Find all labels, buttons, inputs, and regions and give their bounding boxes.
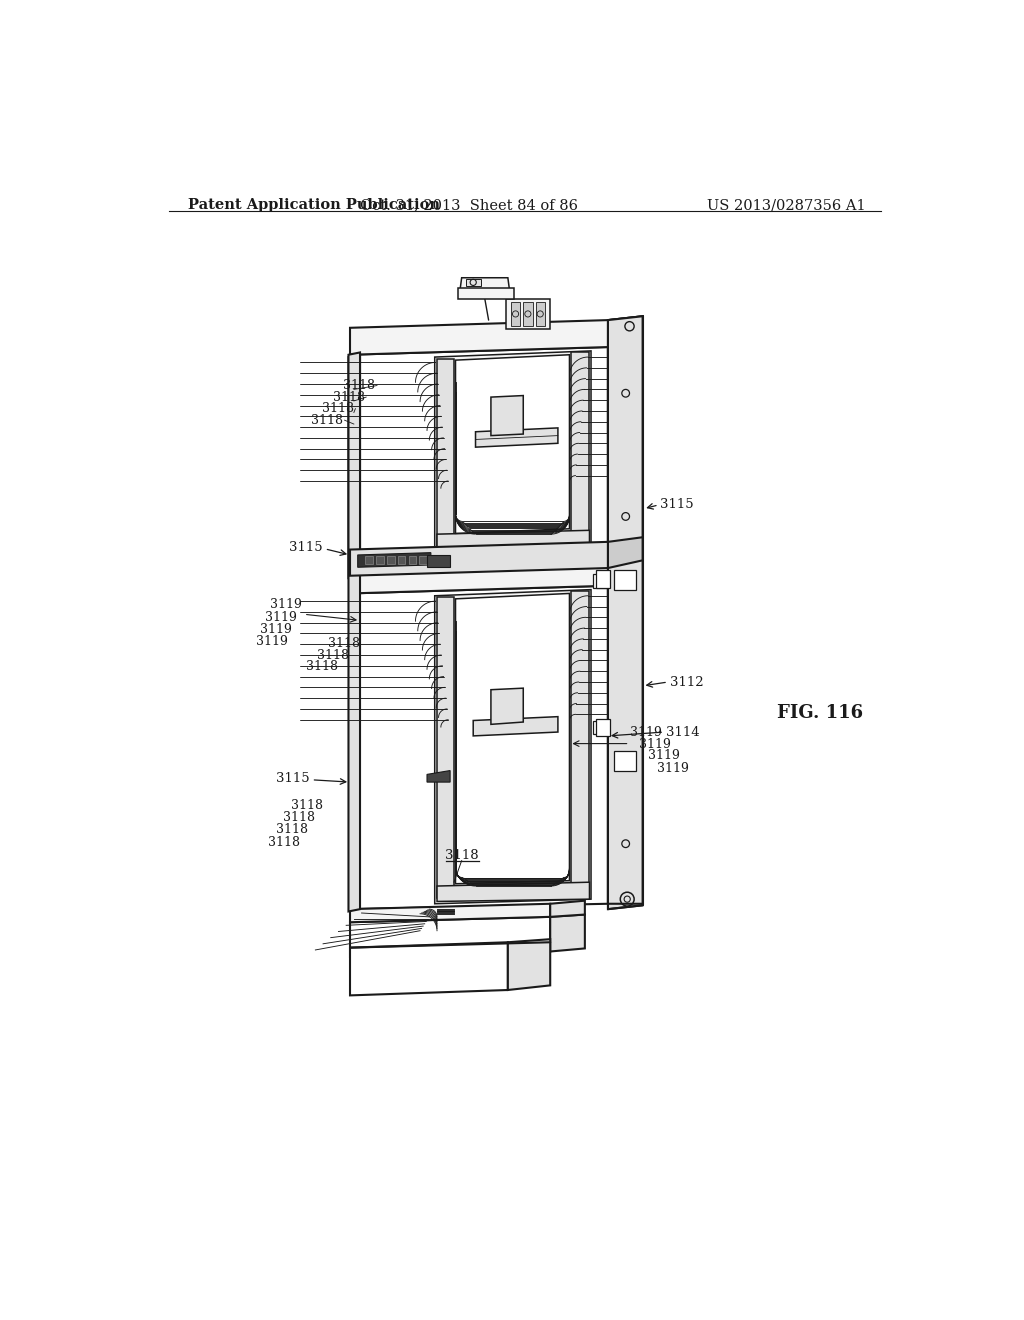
Text: 3118: 3118 <box>343 379 376 392</box>
Polygon shape <box>350 347 608 553</box>
Polygon shape <box>571 591 590 896</box>
Text: 3119: 3119 <box>657 762 689 775</box>
Polygon shape <box>419 556 427 564</box>
Text: 3119: 3119 <box>639 738 671 751</box>
Text: 3118: 3118 <box>322 403 354 416</box>
Polygon shape <box>350 917 550 957</box>
Polygon shape <box>437 531 590 549</box>
Polygon shape <box>397 556 406 564</box>
Polygon shape <box>350 543 608 576</box>
Polygon shape <box>376 556 384 564</box>
Polygon shape <box>435 351 591 549</box>
Polygon shape <box>366 556 373 564</box>
Polygon shape <box>608 317 643 909</box>
Text: 3119: 3119 <box>256 635 288 648</box>
Polygon shape <box>614 570 636 590</box>
Polygon shape <box>437 882 590 902</box>
Polygon shape <box>350 321 608 355</box>
Polygon shape <box>350 586 608 909</box>
Text: 3118: 3118 <box>306 660 339 673</box>
Text: Oct. 31, 2013  Sheet 84 of 86: Oct. 31, 2013 Sheet 84 of 86 <box>360 198 579 213</box>
Polygon shape <box>409 556 416 564</box>
Polygon shape <box>387 556 394 564</box>
Polygon shape <box>456 355 569 533</box>
Text: 3118: 3118 <box>291 799 323 812</box>
Polygon shape <box>596 719 609 737</box>
Text: 3119: 3119 <box>648 750 680 763</box>
Text: 3118: 3118 <box>444 849 478 862</box>
Polygon shape <box>490 688 523 725</box>
Polygon shape <box>506 298 550 330</box>
Text: 3119: 3119 <box>260 623 292 636</box>
Polygon shape <box>571 352 590 543</box>
Text: 3114: 3114 <box>666 726 699 739</box>
Polygon shape <box>596 570 609 589</box>
Text: FIG. 116: FIG. 116 <box>777 704 863 722</box>
Text: 3119: 3119 <box>630 726 662 739</box>
Polygon shape <box>460 277 509 289</box>
Text: 3119: 3119 <box>269 598 301 611</box>
Polygon shape <box>536 302 545 326</box>
Polygon shape <box>427 771 451 781</box>
Text: 3118: 3118 <box>333 391 365 404</box>
Polygon shape <box>608 537 643 568</box>
Polygon shape <box>614 751 636 771</box>
Polygon shape <box>466 280 481 286</box>
Polygon shape <box>348 352 360 911</box>
Text: 3119: 3119 <box>265 611 297 624</box>
Polygon shape <box>350 558 608 594</box>
Text: 3115: 3115 <box>275 772 309 785</box>
Polygon shape <box>608 317 643 545</box>
Text: 3118: 3118 <box>268 836 300 849</box>
Polygon shape <box>511 302 520 326</box>
Polygon shape <box>608 554 643 904</box>
Text: 3118: 3118 <box>275 824 307 837</box>
Text: 3118: 3118 <box>328 638 360 649</box>
Polygon shape <box>350 904 550 923</box>
Polygon shape <box>350 942 508 995</box>
Polygon shape <box>456 594 569 884</box>
Text: 3115: 3115 <box>290 541 323 554</box>
Polygon shape <box>458 288 514 298</box>
Text: US 2013/0287356 A1: US 2013/0287356 A1 <box>708 198 866 213</box>
Text: 3118: 3118 <box>284 810 315 824</box>
Polygon shape <box>348 355 360 578</box>
Polygon shape <box>473 717 558 737</box>
Text: 3112: 3112 <box>670 676 703 689</box>
Text: 3118: 3118 <box>311 413 343 426</box>
Polygon shape <box>593 574 608 589</box>
Polygon shape <box>523 302 532 326</box>
Polygon shape <box>437 359 454 548</box>
Text: Patent Application Publication: Patent Application Publication <box>188 198 440 213</box>
Text: 3118: 3118 <box>317 648 349 661</box>
Polygon shape <box>357 553 431 568</box>
Text: 3115: 3115 <box>660 499 694 511</box>
Polygon shape <box>437 598 454 898</box>
Polygon shape <box>435 590 591 904</box>
Polygon shape <box>490 396 523 436</box>
Polygon shape <box>427 554 451 566</box>
Polygon shape <box>508 940 550 990</box>
Polygon shape <box>550 915 585 952</box>
Polygon shape <box>550 900 585 917</box>
Polygon shape <box>593 721 608 734</box>
Polygon shape <box>475 428 558 447</box>
